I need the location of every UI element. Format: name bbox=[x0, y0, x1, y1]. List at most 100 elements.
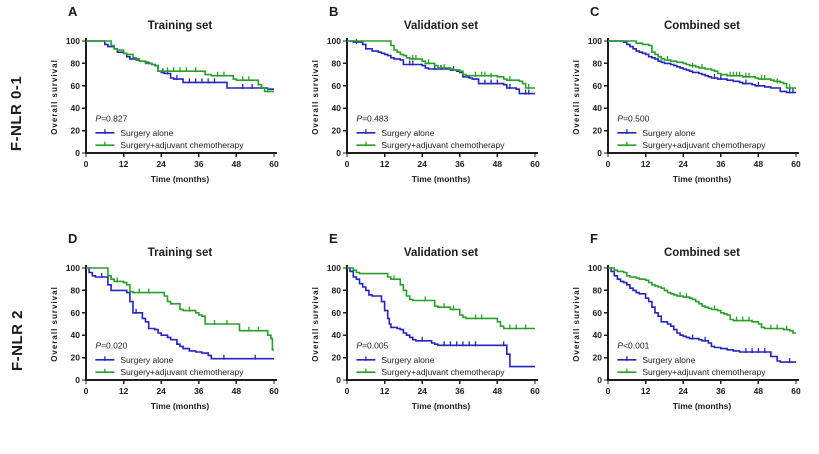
x-tick-label: 48 bbox=[232, 159, 242, 169]
km-plot-a: 0 20 40 60 80 100 0 12 24 36 48 60 Time (months) Over… bbox=[50, 36, 279, 184]
legend-label: Surgery alone bbox=[381, 355, 434, 365]
legend-label: Surgery alone bbox=[642, 355, 695, 365]
y-tick-label: 20 bbox=[71, 353, 81, 363]
x-tick-label: 24 bbox=[156, 159, 166, 169]
y-tick-label: 60 bbox=[332, 308, 342, 318]
curve-surgery-alone bbox=[347, 40, 535, 95]
y-tick-label: 40 bbox=[593, 330, 603, 340]
y-tick-label: 80 bbox=[71, 285, 81, 295]
panel-letter: B bbox=[329, 4, 339, 19]
curve-surgery-alone bbox=[608, 40, 796, 94]
x-tick-label: 0 bbox=[345, 386, 350, 396]
figure-row-fnlr-2: F-NLR 2 D Training set 0 20 40 60 80 100 0 12 24… bbox=[0, 227, 819, 454]
curve-surgery-adjuvant-chemotherapy bbox=[608, 40, 796, 89]
y-tick-label: 60 bbox=[593, 81, 603, 91]
p-value-label: P=0.500 bbox=[617, 114, 649, 124]
x-tick-label: 60 bbox=[530, 386, 540, 396]
x-tick-label: 36 bbox=[455, 386, 465, 396]
x-tick-label: 12 bbox=[380, 159, 390, 169]
km-panel-b: B Validation set 0 20 40 60 80 100 0 12 24 36 48 60… bbox=[295, 0, 556, 227]
x-axis-title: Time (months) bbox=[151, 174, 210, 184]
curve-surgery-alone bbox=[86, 267, 274, 360]
x-tick-label: 0 bbox=[345, 159, 350, 169]
km-panel-c: C Combined set 0 20 40 60 80 100 0 12 24 36 48 60 Ti… bbox=[556, 0, 817, 227]
x-tick-label: 48 bbox=[493, 386, 503, 396]
curve-surgery-adjuvant-chemotherapy bbox=[86, 267, 274, 351]
km-plot-e: 0 20 40 60 80 100 0 12 24 36 48 60 Time (months) Over… bbox=[311, 263, 540, 411]
x-axis-title: Time (months) bbox=[412, 401, 471, 411]
y-tick-label: 80 bbox=[332, 58, 342, 68]
x-tick-label: 24 bbox=[678, 386, 688, 396]
x-axis-title: Time (months) bbox=[412, 174, 471, 184]
y-tick-label: 20 bbox=[332, 353, 342, 363]
y-axis-title: Overall survival bbox=[572, 59, 581, 135]
y-tick-label: 40 bbox=[332, 330, 342, 340]
legend-label: Surgery alone bbox=[120, 355, 173, 365]
y-axis-title: Overall survival bbox=[50, 59, 59, 135]
x-tick-label: 0 bbox=[84, 159, 89, 169]
x-tick-label: 48 bbox=[493, 159, 503, 169]
y-tick-label: 60 bbox=[332, 81, 342, 91]
legend-label: Surgery+adjuvant chemotherapy bbox=[381, 367, 505, 377]
legend-label: Surgery+adjuvant chemotherapy bbox=[381, 140, 505, 150]
km-panel-f: F Combined set 0 20 40 60 80 100 0 12 24 36 48 60 Ti… bbox=[556, 227, 817, 454]
x-axis-title: Time (months) bbox=[673, 401, 732, 411]
km-panel-e: E Validation set 0 20 40 60 80 100 0 12 24 36 48 60… bbox=[295, 227, 556, 454]
y-tick-label: 20 bbox=[593, 126, 603, 136]
x-tick-label: 60 bbox=[530, 159, 540, 169]
p-value-label: P=0.483 bbox=[356, 114, 388, 124]
km-panel-a: A Training set 0 20 40 60 80 100 0 12 24 36 48 60 Ti… bbox=[34, 0, 295, 227]
x-tick-label: 36 bbox=[455, 159, 465, 169]
x-tick-label: 36 bbox=[194, 386, 204, 396]
x-tick-label: 24 bbox=[156, 386, 166, 396]
x-tick-label: 12 bbox=[380, 386, 390, 396]
y-tick-label: 40 bbox=[593, 103, 603, 113]
x-tick-label: 0 bbox=[606, 159, 611, 169]
y-axis-title: Overall survival bbox=[50, 286, 59, 362]
x-tick-label: 12 bbox=[119, 159, 129, 169]
row-label-fnlr-2: F-NLR 2 bbox=[8, 310, 26, 371]
panel-letter: D bbox=[68, 231, 78, 246]
x-axis-title: Time (months) bbox=[673, 174, 732, 184]
y-tick-label: 80 bbox=[593, 285, 603, 295]
row-label-column: F-NLR 2 bbox=[0, 227, 34, 454]
y-axis-title: Overall survival bbox=[311, 286, 320, 362]
y-tick-label: 60 bbox=[593, 308, 603, 318]
panel-title: Validation set bbox=[403, 247, 479, 259]
y-tick-label: 100 bbox=[588, 36, 602, 46]
km-panel-d: D Training set 0 20 40 60 80 100 0 12 24 36 48 60 Ti… bbox=[34, 227, 295, 454]
panel-letter: F bbox=[590, 231, 598, 246]
x-tick-label: 48 bbox=[754, 159, 764, 169]
panel-letter: E bbox=[329, 231, 338, 246]
km-plot-c: 0 20 40 60 80 100 0 12 24 36 48 60 Time (months) Over… bbox=[572, 36, 801, 184]
y-tick-label: 100 bbox=[327, 263, 341, 273]
y-tick-label: 20 bbox=[593, 353, 603, 363]
curve-surgery-adjuvant-chemotherapy bbox=[608, 267, 796, 334]
km-plot-f: 0 20 40 60 80 100 0 12 24 36 48 60 Time (months) Over… bbox=[572, 263, 801, 411]
x-tick-label: 60 bbox=[269, 159, 279, 169]
p-value-label: P=0.827 bbox=[95, 114, 127, 124]
y-tick-label: 60 bbox=[71, 81, 81, 91]
y-tick-label: 40 bbox=[332, 103, 342, 113]
km-plot-d: 0 20 40 60 80 100 0 12 24 36 48 60 Time (months) Over… bbox=[50, 263, 279, 411]
p-value-label: P=0.020 bbox=[95, 341, 127, 351]
y-tick-label: 20 bbox=[332, 126, 342, 136]
panel-title: Training set bbox=[147, 20, 213, 32]
legend-label: Surgery+adjuvant chemotherapy bbox=[642, 367, 766, 377]
legend-label: Surgery+adjuvant chemotherapy bbox=[120, 367, 244, 377]
y-tick-label: 40 bbox=[71, 103, 81, 113]
y-tick-label: 100 bbox=[66, 263, 80, 273]
legend-label: Surgery alone bbox=[642, 128, 695, 138]
legend-label: Surgery+adjuvant chemotherapy bbox=[120, 140, 244, 150]
x-tick-label: 12 bbox=[119, 386, 129, 396]
y-tick-label: 0 bbox=[75, 375, 80, 385]
x-tick-label: 12 bbox=[641, 159, 651, 169]
x-tick-label: 48 bbox=[232, 386, 242, 396]
y-tick-label: 80 bbox=[71, 58, 81, 68]
y-tick-label: 60 bbox=[71, 308, 81, 318]
x-tick-label: 12 bbox=[641, 386, 651, 396]
x-tick-label: 36 bbox=[716, 159, 726, 169]
legend-label: Surgery alone bbox=[120, 128, 173, 138]
p-value-label: P=0.005 bbox=[356, 341, 388, 351]
y-tick-label: 20 bbox=[71, 126, 81, 136]
